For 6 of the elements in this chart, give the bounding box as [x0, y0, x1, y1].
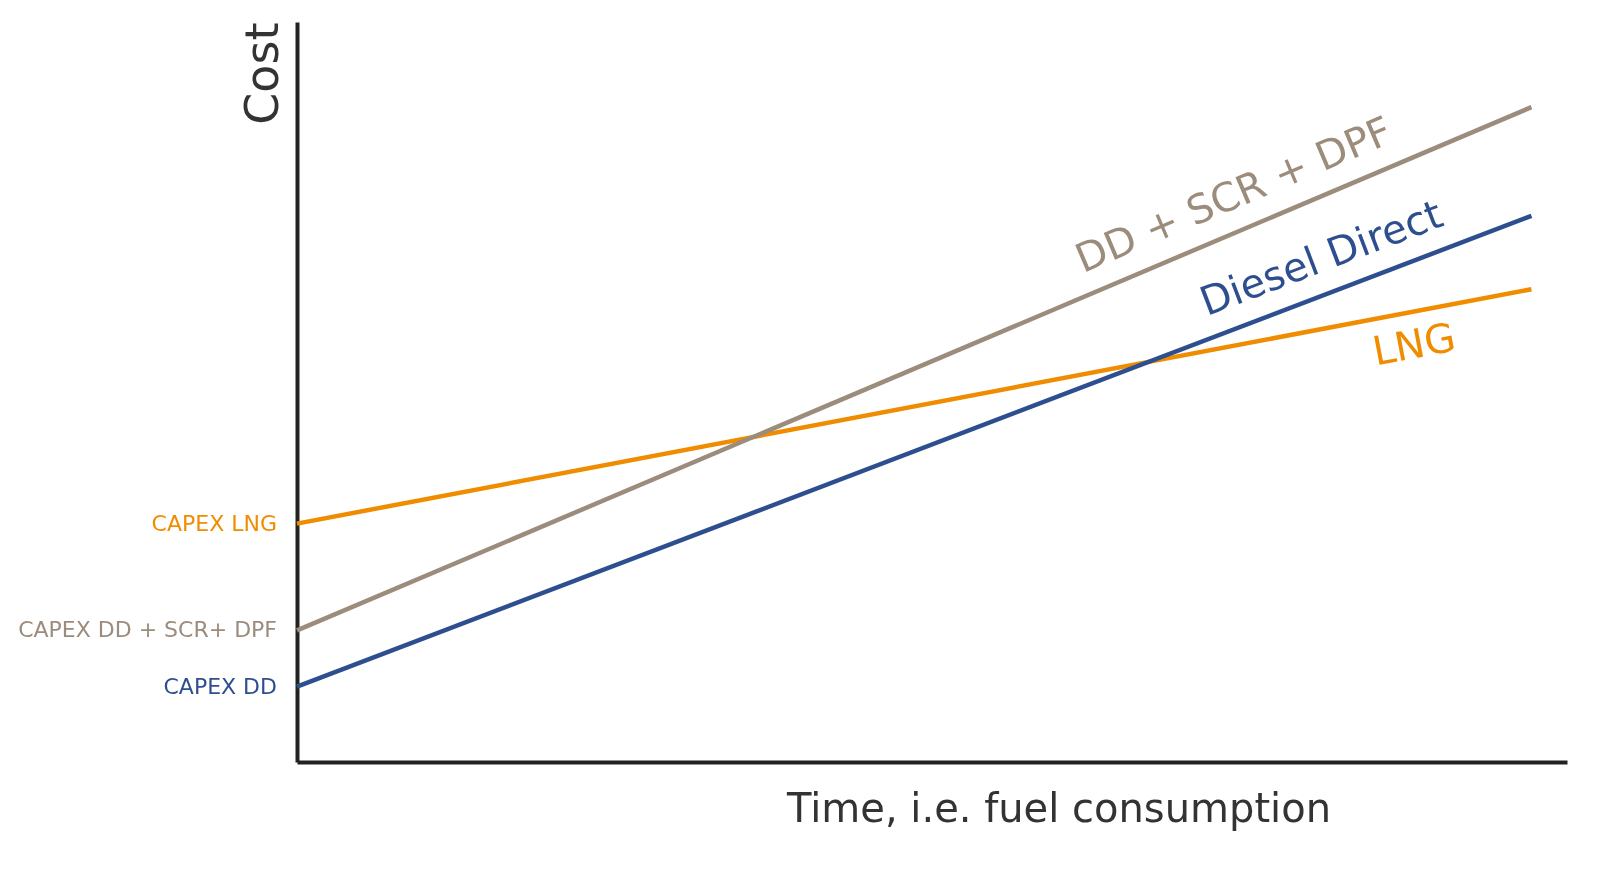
x-axis-title: Time, i.e. fuel consumption	[785, 785, 1332, 831]
annotation: CAPEX DD + SCR+ DPF	[18, 617, 277, 643]
annotation: CAPEX DD	[163, 673, 277, 699]
text: LNG	[1368, 313, 1460, 375]
annotation: CAPEX LNG	[151, 510, 277, 536]
y-axis-title: Cost	[234, 22, 289, 125]
